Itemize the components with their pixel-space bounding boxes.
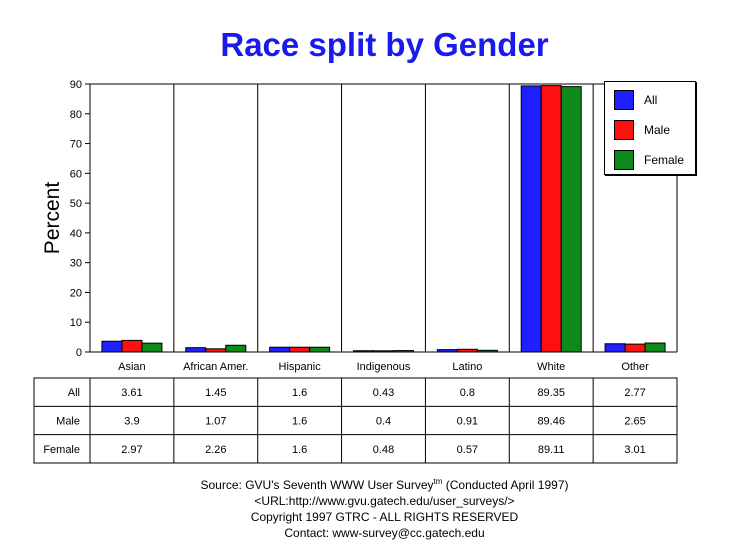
y-tick-label: 0 — [76, 347, 82, 359]
table-cell: 1.6 — [292, 415, 307, 427]
y-tick-label: 30 — [70, 258, 82, 270]
y-tick-label: 70 — [70, 139, 82, 151]
table-cell: 0.4 — [376, 415, 391, 427]
legend-item-female: Female — [614, 150, 694, 172]
legend-swatch-all — [614, 90, 634, 110]
bar-male-other — [624, 343, 646, 353]
table-cell: 0.57 — [457, 444, 478, 456]
bar-male-latino — [456, 348, 478, 353]
table-cell: 1.45 — [205, 387, 226, 399]
x-category-label: African Amer. — [183, 361, 248, 373]
x-category-label: Indigenous — [357, 361, 411, 373]
table-row-header: Male — [56, 415, 80, 427]
bar-female-african-amer — [225, 344, 247, 353]
bar-male-hispanic — [289, 346, 311, 353]
x-category-label: White — [537, 361, 565, 373]
table-cell: 0.43 — [373, 387, 394, 399]
bar-all-other — [604, 343, 626, 353]
table-row-header: Female — [43, 444, 80, 456]
legend-item-all: All — [614, 90, 694, 112]
table-cell: 89.11 — [538, 444, 565, 456]
table-cell: 89.46 — [537, 415, 565, 427]
legend: All Male Female — [604, 81, 696, 175]
axis-layer: 0 10 20 30 40 50 60 70 80 90 Asian African Amer. His… — [70, 79, 678, 373]
x-category-label: Asian — [118, 361, 146, 373]
y-tick-label: 60 — [70, 168, 82, 180]
bar-all-indigenous — [353, 350, 374, 353]
bars-layer — [101, 85, 666, 353]
x-category-label: Other — [621, 361, 649, 373]
table-cell: 1.6 — [292, 387, 307, 399]
bar-male-asian — [121, 339, 143, 353]
table-cell: 1.07 — [205, 415, 226, 427]
chart-title: Race split by Gender — [220, 26, 549, 63]
table-cell: 2.97 — [121, 444, 142, 456]
data-table: All 3.61 1.45 1.6 0.43 0.8 89.35 2.77 Male 3.9 1.0… — [33, 377, 678, 464]
footer: Source: GVU's Seventh WWW User Surveytm … — [0, 474, 729, 541]
legend-swatch-male — [614, 120, 634, 140]
bar-all-asian — [101, 340, 123, 353]
x-category-label: Latino — [452, 361, 482, 373]
contact: Contact: www-survey@cc.gatech.edu — [284, 526, 485, 540]
legend-item-male: Male — [614, 120, 694, 142]
source-line: Source: GVU's Seventh WWW User Surveytm … — [0, 474, 729, 493]
source-date: (Conducted April 1997) — [442, 478, 569, 492]
y-tick-label: 50 — [70, 198, 82, 210]
bar-female-indigenous — [393, 350, 414, 353]
bar-male-white — [540, 85, 562, 353]
bar-female-hispanic — [309, 346, 331, 353]
table-cell: 3.61 — [121, 387, 142, 399]
bar-all-latino — [436, 349, 458, 353]
copyright: Copyright 1997 GTRC - ALL RIGHTS RESERVE… — [250, 510, 519, 524]
legend-label-male: Male — [644, 123, 671, 137]
table-cell: 2.65 — [624, 415, 645, 427]
bar-female-asian — [141, 342, 163, 353]
bar-male-african-amer — [205, 348, 227, 353]
y-tick-label: 20 — [70, 287, 82, 299]
y-tick-label: 90 — [70, 79, 82, 91]
table-cell: 1.6 — [292, 444, 307, 456]
table-cell: 0.8 — [460, 387, 475, 399]
legend-swatch-female — [614, 150, 634, 170]
table-cell: 0.91 — [457, 415, 478, 427]
bar-all-hispanic — [269, 346, 291, 353]
source-url: <URL:http://www.gvu.gatech.edu/user_surv… — [254, 494, 515, 508]
bar-all-white — [520, 85, 542, 353]
x-category-label: Hispanic — [279, 361, 322, 373]
table-cell: 89.35 — [537, 387, 565, 399]
trademark: tm — [433, 477, 443, 486]
y-tick-label: 80 — [70, 109, 82, 121]
legend-label-female: Female — [644, 153, 685, 167]
table-row-header: All — [68, 387, 80, 399]
table-cell: 3.01 — [624, 444, 645, 456]
y-tick-label: 10 — [70, 317, 82, 329]
source-text: Source: GVU's Seventh WWW User Survey — [200, 478, 434, 492]
bar-all-african-amer — [185, 347, 207, 353]
bar-female-other — [644, 342, 666, 353]
y-tick-label: 40 — [70, 228, 82, 240]
table-cell: 3.9 — [124, 415, 139, 427]
legend-label-all: All — [644, 93, 658, 107]
bar-female-latino — [476, 349, 498, 353]
bar-male-indigenous — [373, 350, 394, 353]
table-cell: 2.26 — [205, 444, 226, 456]
table-cell: 0.48 — [373, 444, 394, 456]
table-cell: 2.77 — [624, 387, 645, 399]
bar-female-white — [560, 86, 582, 353]
